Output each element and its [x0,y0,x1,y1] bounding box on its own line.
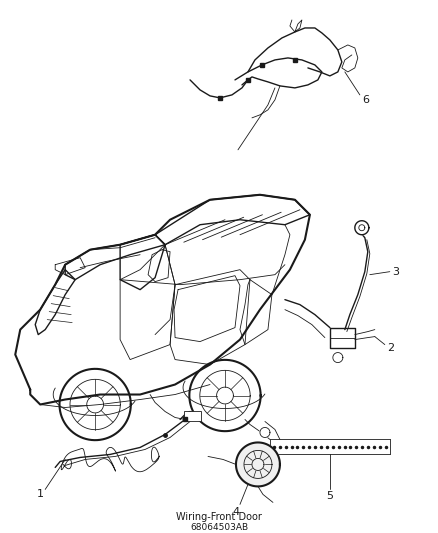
Text: 6: 6 [362,95,369,105]
Text: 1: 1 [37,489,44,499]
Text: 5: 5 [326,491,333,502]
Text: 3: 3 [392,266,399,277]
Polygon shape [260,427,270,438]
Polygon shape [236,442,280,487]
Text: Wiring-Front Door: Wiring-Front Door [176,512,262,522]
FancyBboxPatch shape [184,411,201,422]
Text: 2: 2 [387,343,394,352]
Text: 4: 4 [233,507,240,518]
Polygon shape [355,221,369,235]
Text: 68064503AB: 68064503AB [190,523,248,532]
